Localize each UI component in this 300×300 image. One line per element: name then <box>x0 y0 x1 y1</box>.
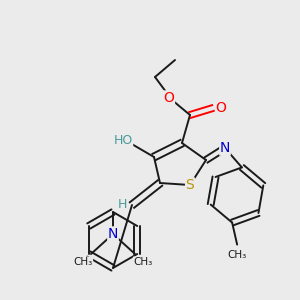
Text: N: N <box>108 227 118 241</box>
Text: CH₃: CH₃ <box>134 257 153 267</box>
Text: CH₃: CH₃ <box>74 257 93 267</box>
Text: S: S <box>186 178 194 192</box>
Text: N: N <box>220 141 230 155</box>
Text: H: H <box>117 199 127 212</box>
Text: O: O <box>164 91 174 105</box>
Text: HO: HO <box>113 134 133 148</box>
Text: O: O <box>216 101 226 115</box>
Text: CH₃: CH₃ <box>227 250 247 260</box>
